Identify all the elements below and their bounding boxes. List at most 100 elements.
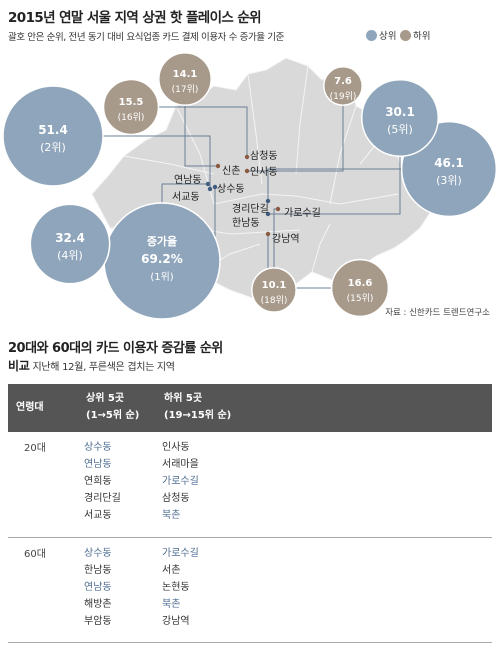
table-title: 20대와 60대의 카드 이용자 증감률 순위 — [8, 341, 223, 356]
bubble-value-label: 51.4 — [38, 123, 68, 137]
anchor-dot-상위-0 — [205, 181, 211, 187]
anchor-dot-하위-4 — [265, 231, 271, 237]
bubble-rank-label: (2위) — [40, 141, 66, 154]
legend-top-dot — [366, 30, 377, 41]
th-top: 상위 5곳 — [86, 393, 125, 404]
leader-line-하위-2 — [131, 106, 248, 157]
th-age: 연령대 — [16, 402, 44, 413]
bubble-value-label: 14.1 — [173, 69, 198, 80]
anchor-dot-하위-3 — [275, 206, 281, 212]
leader-line-상위-1 — [53, 135, 211, 189]
top-place-cell: 연남동 — [84, 582, 112, 593]
anchor-dot-상위-2 — [265, 198, 271, 204]
bubble-value-label: 15.5 — [119, 97, 144, 108]
bubble-상위-4 — [360, 78, 440, 158]
bubble-rank-label: (1위) — [150, 270, 173, 283]
bubble-rank-label: (17위) — [172, 84, 199, 95]
chart-title: 2015년 연말 서울 지역 상권 핫 플레이스 순위 — [8, 10, 262, 26]
row-age-label: 20대 — [24, 443, 46, 454]
legend-bottom-label: 하위 — [413, 31, 431, 42]
table-bottom-border — [8, 642, 492, 643]
anchor-dot-하위-1 — [244, 168, 250, 174]
bubble-하위-4 — [330, 258, 390, 318]
bottom-place-cell: 북촌 — [162, 510, 181, 521]
top-place-cell: 연남동 — [84, 459, 112, 470]
place-label: 가로수길 — [284, 206, 321, 219]
leader-line-하위-0 — [184, 79, 218, 167]
place-label: 강남역 — [272, 233, 300, 245]
top-place-cell: 연희동 — [84, 476, 112, 487]
leader-line-하위-1 — [247, 86, 344, 172]
bubble-value-label: 16.6 — [348, 278, 373, 289]
legend-top: 상위 — [366, 28, 396, 42]
bubble-rank-label: (16위) — [118, 112, 145, 123]
table-sub-bold: 비교 — [8, 359, 30, 373]
bubble-하위-0 — [158, 52, 212, 106]
bubble-rank-label: (18위) — [261, 295, 288, 306]
th-top-sub: (1→5위 순) — [86, 410, 140, 421]
bottom-place-cell: 논현동 — [162, 582, 190, 593]
source-note: 자료 : 신한카드 트렌드연구소 — [385, 308, 490, 318]
bubble-하위-2 — [102, 78, 160, 136]
place-label: 상수동 — [217, 183, 245, 195]
anchor-dot-상위-4 — [265, 211, 271, 217]
bubble-rank-label: (4위) — [57, 249, 83, 262]
place-label: 서교동 — [172, 191, 200, 203]
bottom-place-cell: 인사동 — [162, 442, 190, 453]
chart-subtitle: 괄호 안은 순위, 전년 동기 대비 요식업종 카드 결제 이용자 수 증가율 … — [8, 32, 284, 43]
row-divider — [8, 537, 492, 538]
bubble-value-label: 7.6 — [334, 76, 352, 87]
bubble-circles: 증가율 69.2% (1위) 51.4 (2위) 46.1 (3위) 32.4 (4위) 30.1… — [2, 52, 498, 320]
th-bottom-sub: (19→15위 순) — [164, 410, 232, 421]
seoul-bubble-map: 증가율 69.2% (1위) 51.4 (2위) 46.1 (3위) 32.4 (4위) 30.1… — [2, 52, 498, 320]
row-age-label: 60대 — [24, 549, 46, 560]
bottom-place-cell: 서촌 — [162, 565, 181, 576]
table-sub-text: 지난해 12월, 푸른색은 겹치는 지역 — [32, 362, 175, 373]
anchor-dot-하위-2 — [244, 154, 250, 160]
bubbles-layer: 증가율 69.2% (1위) 51.4 (2위) 46.1 (3위) 32.4 (4위) 30.1… — [2, 52, 498, 320]
legend-bottom-dot — [400, 30, 411, 41]
th-bottom: 하위 5곳 — [164, 393, 203, 404]
place-label: 삼청동 — [250, 150, 278, 162]
legend-bottom: 하위 — [400, 28, 430, 42]
bottom-place-cell: 가로수길 — [162, 548, 199, 559]
place-label: 인사동 — [250, 166, 278, 178]
bubble-rank-label: (19위) — [330, 91, 357, 102]
bubble-value-label: 10.1 — [262, 280, 287, 291]
table-header: 연령대 상위 5곳 (1→5위 순) 하위 5곳 (19→15위 순) — [8, 384, 492, 432]
bubble-하위-1 — [323, 66, 363, 106]
place-label: 연남동 — [174, 174, 202, 186]
bubble-하위-3 — [251, 267, 297, 313]
place-label: 신촌 — [222, 165, 240, 177]
bubble-상위-1 — [2, 85, 104, 187]
bubble-value-label: 32.4 — [55, 231, 85, 245]
leader-line-상위-2 — [267, 168, 449, 201]
top-place-cell: 상수동 — [84, 442, 112, 453]
bubble-prefix-label: 증가율 — [147, 234, 177, 248]
top-place-cell: 부암동 — [84, 616, 112, 627]
place-label: 한남동 — [232, 217, 260, 229]
bubble-상위-3 — [29, 203, 111, 285]
bottom-place-cell: 북촌 — [162, 599, 181, 610]
bubble-rank-label: (3위) — [436, 174, 462, 187]
anchor-dot-상위-1 — [207, 186, 213, 192]
top-place-cell: 서교동 — [84, 510, 112, 521]
top-place-cell: 경리단길 — [84, 493, 121, 504]
bottom-place-cell: 서래마을 — [162, 459, 199, 470]
place-label: 경리단길 — [232, 202, 269, 215]
top-place-cell: 한남동 — [84, 565, 112, 576]
bubble-value-label: 46.1 — [434, 156, 464, 170]
bottom-place-cell: 삼청동 — [162, 493, 190, 504]
legend-top-label: 상위 — [379, 31, 397, 42]
bottom-place-cell: 강남역 — [162, 616, 190, 627]
anchor-dot-상위-3 — [212, 184, 218, 190]
anchor-dot-하위-0 — [215, 163, 221, 169]
top-place-cell: 해방촌 — [84, 599, 112, 610]
bubble-value-label: 30.1 — [385, 105, 415, 119]
bubble-rank-label: (5위) — [387, 123, 413, 136]
table-subtitle: 비교 지난해 12월, 푸른색은 겹치는 지역 — [8, 357, 175, 374]
bubble-value-label: 69.2% — [141, 252, 183, 266]
top-place-cell: 상수동 — [84, 548, 112, 559]
bottom-place-cell: 가로수길 — [162, 476, 199, 487]
